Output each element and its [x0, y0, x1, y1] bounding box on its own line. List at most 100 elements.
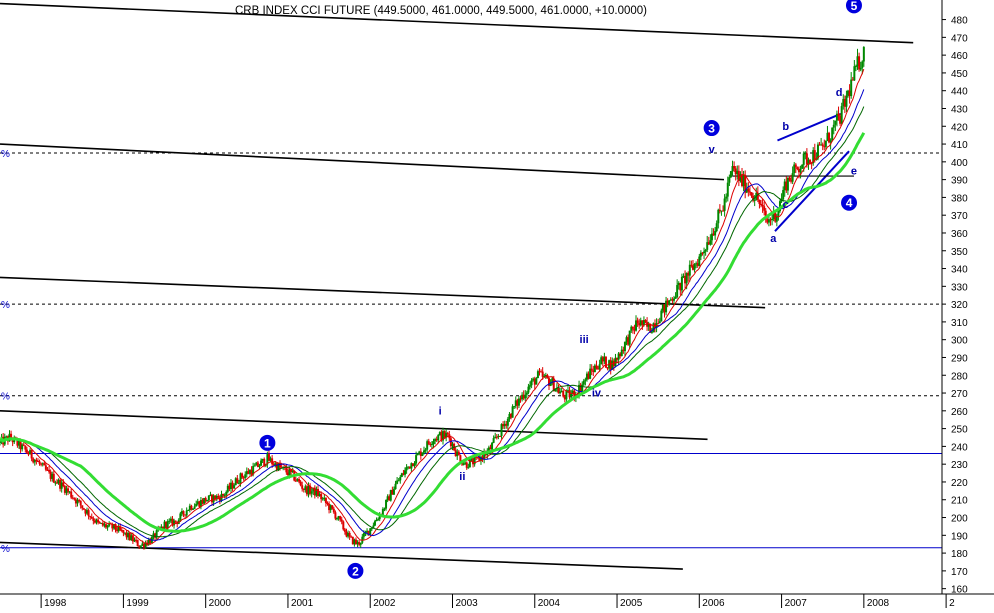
candle-body — [691, 265, 694, 270]
candle-body — [723, 198, 726, 211]
candle-body — [253, 465, 256, 467]
candle-body — [597, 368, 600, 370]
candle-body — [350, 536, 353, 538]
candle-body — [396, 480, 399, 484]
candle-body — [279, 463, 282, 468]
candle-body — [123, 532, 126, 534]
candle-body — [385, 499, 388, 509]
y-tick-label: 190 — [951, 531, 968, 542]
candle-body — [829, 140, 832, 143]
candle-body — [196, 501, 199, 504]
wave-subwave-label: i — [439, 405, 442, 417]
wave-circle-marker — [347, 562, 364, 579]
candle-body — [5, 436, 8, 438]
candle-body — [674, 297, 677, 299]
x-tick-label: 2007 — [785, 598, 808, 608]
candle-body — [160, 526, 163, 529]
candle-body — [750, 192, 753, 196]
candle-body — [446, 432, 449, 435]
candle-body — [215, 496, 218, 500]
candle-body — [180, 511, 183, 514]
candle-body — [266, 454, 269, 465]
candle-body — [758, 199, 761, 204]
candle-body — [516, 400, 519, 406]
candle-body — [497, 435, 500, 437]
candle-body — [690, 264, 693, 266]
candle-body — [797, 169, 800, 173]
candle-body — [644, 320, 647, 323]
candle-body — [392, 489, 395, 495]
candle-body — [669, 299, 672, 301]
candle-body — [40, 463, 43, 465]
candle-body — [801, 164, 804, 169]
channel-trend-line — [0, 541, 683, 570]
candle-body — [163, 521, 166, 529]
candle-body — [71, 497, 74, 499]
candle-body — [703, 251, 706, 254]
candle-body — [786, 177, 789, 191]
x-tick-label: 2002 — [373, 598, 396, 608]
candle-body — [481, 456, 484, 460]
candle-body — [98, 522, 101, 524]
candle-body — [445, 432, 448, 438]
candle-body — [813, 150, 816, 160]
candle-body — [514, 400, 517, 407]
candle-body — [775, 215, 778, 222]
candle-body — [195, 503, 198, 507]
wave-subwave-label: iii — [580, 334, 589, 346]
candle-body — [434, 439, 437, 442]
candle-body — [851, 79, 854, 81]
y-tick-label: 370 — [951, 211, 968, 222]
channel-trend-line — [0, 410, 708, 441]
candle-body — [86, 510, 89, 514]
candle-body — [101, 522, 104, 526]
candle-body — [430, 444, 433, 446]
candle-body — [630, 326, 633, 331]
y-tick-label: 230 — [951, 460, 968, 471]
candle-body — [566, 390, 569, 392]
wave-subwave-label: v — [709, 144, 716, 156]
candle-body — [554, 388, 557, 392]
candle-body — [389, 490, 392, 501]
candle-body — [722, 210, 725, 212]
candle-body — [48, 469, 51, 472]
candle-body — [760, 203, 763, 205]
candle-body — [467, 467, 470, 469]
candle-body — [173, 520, 176, 526]
wedge-upper-line — [777, 112, 842, 142]
candle-body — [563, 396, 566, 400]
candle-body — [470, 458, 473, 460]
candle-body — [468, 459, 471, 468]
candle-body — [549, 383, 552, 386]
candle-body — [326, 503, 329, 505]
candle-body — [748, 191, 751, 193]
candle-body — [756, 192, 759, 200]
candle-body — [185, 510, 188, 516]
candle-body — [74, 499, 77, 504]
candle-body — [570, 393, 573, 398]
candle-body — [226, 485, 229, 492]
y-tick-label: 220 — [951, 478, 968, 489]
candle-body — [636, 320, 639, 323]
candle-body — [76, 499, 79, 504]
moving-average-line — [0, 68, 865, 545]
candle-body — [345, 531, 348, 537]
candle-body — [472, 458, 475, 465]
candle-body — [562, 391, 565, 397]
candle-body — [24, 445, 27, 450]
candle-body — [103, 524, 106, 526]
candle-body — [809, 159, 812, 163]
candle-body — [386, 496, 389, 500]
moving-average-line — [0, 89, 865, 541]
candle-body — [222, 493, 225, 496]
candle-body — [328, 503, 331, 511]
candle-body — [619, 353, 622, 356]
candle-body — [503, 423, 506, 427]
candle-body — [258, 465, 261, 467]
candle-body — [744, 174, 747, 193]
candle-body — [70, 491, 73, 498]
x-tick-label: 1999 — [126, 598, 149, 608]
candle-body — [285, 467, 288, 473]
candle-body — [862, 47, 865, 62]
candle-body — [734, 168, 737, 175]
